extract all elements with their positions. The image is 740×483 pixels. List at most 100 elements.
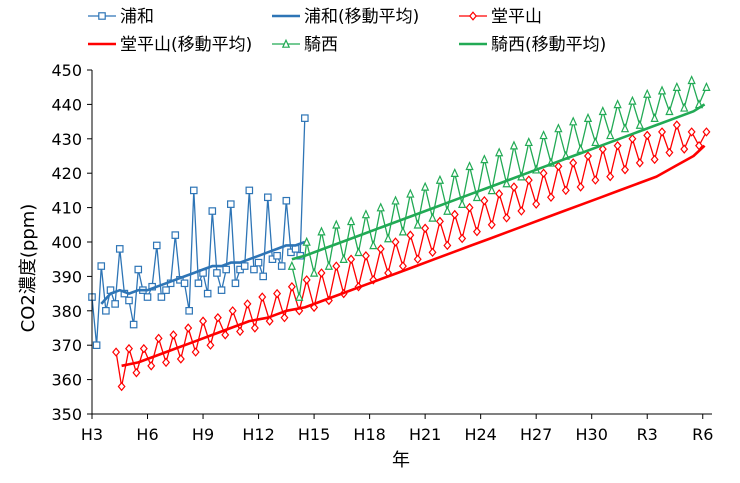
legend-item: 浦和: [88, 7, 154, 27]
legend-label: 騎西(移動平均): [491, 35, 606, 55]
data-point: [317, 268, 326, 278]
x-axis: H3 H6 H9 H12 H15 H18 H21 H24 H27 H30 R3 R6: [81, 413, 713, 444]
legend-item: 騎西(移動平均): [459, 35, 606, 55]
series-line: [115, 124, 707, 388]
data-point: [169, 330, 178, 340]
data-point: [406, 188, 415, 198]
data-point: [687, 75, 696, 85]
series-2: [100, 240, 306, 305]
data-point: [115, 245, 124, 253]
x-tick-label: H6: [136, 425, 158, 444]
data-point: [302, 236, 311, 246]
data-point: [112, 347, 121, 357]
data-point: [591, 175, 600, 185]
data-point: [428, 212, 437, 222]
data-point: [435, 216, 444, 227]
data-point: [157, 293, 166, 301]
y-tick-label: 420: [51, 164, 82, 183]
x-tick-label: H21: [409, 425, 441, 444]
data-point: [302, 275, 311, 285]
data-point: [332, 219, 341, 229]
data-point: [391, 237, 400, 247]
data-point: [443, 205, 452, 215]
data-point: [222, 265, 230, 274]
y-tick-label: 450: [51, 61, 82, 80]
data-point: [665, 106, 674, 116]
moving-average-line: [291, 103, 706, 261]
data-point: [472, 226, 481, 237]
data-point: [213, 269, 221, 277]
x-tick-label: H12: [242, 425, 274, 444]
data-point: [147, 361, 156, 371]
y-tick-label: 350: [51, 405, 82, 424]
data-point: [180, 279, 189, 288]
data-point: [258, 292, 267, 302]
data-point: [254, 258, 263, 267]
data-point: [487, 220, 496, 230]
data-point: [139, 343, 148, 354]
data-point: [702, 127, 711, 137]
data-point: [277, 262, 286, 270]
data-point: [259, 272, 267, 281]
legend-item: 堂平山: [459, 7, 542, 27]
data-point: [273, 251, 281, 260]
x-tick-label: R6: [692, 425, 713, 444]
data-point: [583, 112, 593, 122]
data-point: [591, 136, 600, 147]
data-point: [282, 196, 291, 205]
data-point: [339, 253, 348, 263]
series-3: [112, 120, 711, 392]
data-point: [598, 144, 607, 154]
data-point: [458, 198, 467, 208]
x-tick-label: H27: [520, 425, 552, 444]
data-point: [129, 320, 138, 329]
data-point: [554, 123, 563, 133]
data-point: [111, 300, 119, 308]
data-point: [265, 316, 274, 326]
data-point: [227, 200, 235, 208]
y-tick-label: 390: [51, 267, 82, 286]
data-point: [369, 240, 378, 250]
moving-average-line: [121, 144, 706, 368]
data-point: [231, 279, 240, 288]
data-point: [203, 289, 212, 298]
data-point: [243, 299, 252, 309]
data-point: [613, 99, 622, 109]
data-point: [376, 202, 385, 212]
legend-marker: [469, 11, 477, 21]
data-point: [295, 291, 304, 301]
moving-average-line: [100, 240, 306, 305]
data-point: [539, 168, 548, 178]
data-point: [450, 167, 459, 177]
data-point: [208, 207, 217, 215]
y-axis-title: CO2濃度(ppm): [18, 204, 39, 333]
data-point: [650, 154, 659, 165]
data-point: [532, 199, 541, 209]
plot-area: [88, 75, 711, 392]
legend-item: 騎西: [272, 35, 338, 55]
data-point: [217, 286, 226, 294]
data-point: [97, 262, 106, 270]
series-5: [287, 75, 711, 301]
legend-label: 堂平山(移動平均): [120, 35, 252, 55]
data-point: [687, 127, 696, 137]
data-point: [480, 195, 489, 206]
data-point: [435, 174, 445, 184]
data-point: [509, 182, 518, 192]
data-point: [125, 343, 133, 354]
y-tick-label: 360: [51, 371, 82, 390]
data-point: [194, 279, 203, 288]
y-axis: 350 360 370 380 390 400 410 420 430 440 450: [51, 61, 93, 424]
data-point: [702, 81, 711, 92]
data-point: [613, 140, 622, 151]
data-point: [134, 265, 143, 274]
x-tick-label: H30: [576, 425, 608, 444]
data-point: [569, 116, 578, 126]
data-point: [162, 286, 170, 294]
data-point: [458, 233, 467, 244]
y-tick-label: 370: [51, 336, 82, 355]
data-point: [245, 186, 254, 195]
data-point: [346, 216, 356, 226]
data-point: [264, 193, 272, 202]
